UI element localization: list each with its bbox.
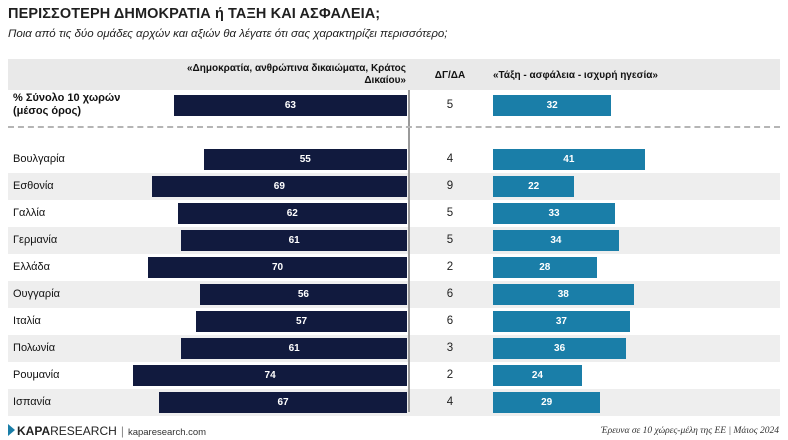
country-label: Γερμανία (13, 234, 58, 246)
right-bar-label: 33 (548, 208, 560, 219)
left-bar-label: 70 (271, 262, 284, 273)
left-bar: 55 (203, 149, 407, 170)
summary-left-bar: 63 (173, 95, 407, 116)
right-bar-label: 38 (557, 289, 569, 300)
footer-separator: | (120, 424, 124, 438)
middle-value: 3 (446, 342, 454, 354)
right-bar-label: 24 (531, 370, 543, 381)
left-bar: 61 (181, 338, 407, 359)
left-bar-label: 67 (277, 397, 289, 408)
left-bar-label: 74 (264, 370, 276, 381)
left-bar: 67 (159, 392, 407, 413)
logo-rest: RESEARCH (50, 424, 117, 438)
middle-value: 4 (446, 153, 454, 165)
center-divider (408, 90, 410, 412)
middle-value: 2 (446, 369, 454, 381)
summary-divider (8, 126, 780, 128)
left-bar-label: 55 (299, 154, 311, 165)
summary-right-bar-label: 32 (546, 100, 558, 111)
right-bar-label: 36 (554, 343, 566, 354)
middle-value: 4 (446, 396, 454, 408)
middle-column-header: ΔΓ/ΔΑ (434, 70, 466, 81)
country-label: Ελλάδα (13, 261, 51, 273)
left-bar-label: 69 (273, 181, 285, 192)
right-bar: 24 (493, 365, 582, 386)
middle-value: 5 (446, 234, 454, 246)
logo-bold: KAPA (17, 424, 51, 438)
country-label: Ιταλία (13, 315, 41, 327)
middle-value: 5 (446, 207, 454, 219)
right-bar: 33 (493, 203, 616, 224)
right-bar-label: 41 (563, 154, 575, 165)
right-bar: 29 (493, 392, 601, 413)
summary-right-bar: 32 (493, 95, 612, 116)
right-bar: 22 (493, 176, 575, 197)
footer-site: kaparesearch.com (127, 427, 207, 438)
right-bar: 36 (493, 338, 627, 359)
left-bar-label: 57 (295, 316, 308, 327)
page-subtitle: Ποια από τις δύο ομάδες αρχών και αξιών … (8, 28, 448, 40)
left-bar: 70 (148, 257, 407, 278)
left-bar-label: 62 (286, 208, 298, 219)
header-band (8, 59, 780, 90)
middle-value: 2 (446, 261, 454, 273)
right-bar: 37 (493, 311, 630, 332)
right-bar-label: 29 (541, 397, 553, 408)
country-label: Βουλγαρία (13, 153, 65, 165)
right-column-header: «Τάξη - ασφάλεια - ισχυρή ηγεσία» (493, 70, 658, 81)
country-label: Ουγγαρία (13, 288, 60, 300)
left-bar-label: 56 (297, 289, 309, 300)
page-title: ΠΕΡΙΣΣΟΤΕΡΗ ΔΗΜΟΚΡΑΤΙΑ ή ΤΑΞΗ ΚΑΙ ΑΣΦΑΛΕ… (8, 6, 381, 22)
left-bar: 57 (196, 311, 407, 332)
footer-note: Έρευνα σε 10 χώρες-μέλη της ΕΕ | Μάιος 2… (601, 426, 779, 436)
country-label: Πολωνία (13, 342, 56, 354)
middle-value: 9 (446, 180, 454, 192)
left-column-header: «Δημοκρατία, ανθρώπινα δικαιώματα, Κράτο… (187, 63, 406, 86)
country-label: Γαλλία (13, 207, 46, 219)
middle-value: 6 (446, 288, 454, 300)
country-label: Εσθονία (13, 180, 54, 192)
summary-left-bar-label: 63 (284, 100, 296, 111)
country-label: Ισπανία (13, 396, 51, 408)
summary-label: % Σύνολο 10 χωρών (μέσος όρος) (13, 92, 121, 117)
left-bar: 62 (177, 203, 407, 224)
country-label: Ρουμανία (13, 369, 60, 381)
right-bar-label: 22 (528, 181, 540, 192)
right-bar: 34 (493, 230, 619, 251)
middle-value: 6 (446, 315, 454, 327)
left-bar: 69 (151, 176, 407, 197)
right-bar: 38 (493, 284, 634, 305)
right-bar-label: 28 (539, 262, 551, 273)
kapa-logo-icon (8, 424, 15, 436)
right-bar-label: 37 (555, 316, 567, 327)
right-bar-label: 34 (550, 235, 562, 246)
right-bar: 41 (493, 149, 645, 170)
left-bar: 61 (181, 230, 407, 251)
left-bar-label: 61 (288, 235, 300, 246)
footer-logo: KAPARESEARCH | kaparesearch.com (8, 424, 206, 438)
summary-middle-value: 5 (446, 99, 454, 111)
left-bar: 56 (199, 284, 407, 305)
left-bar-label: 61 (288, 343, 300, 354)
right-bar: 28 (493, 257, 597, 278)
left-bar: 74 (133, 365, 407, 386)
